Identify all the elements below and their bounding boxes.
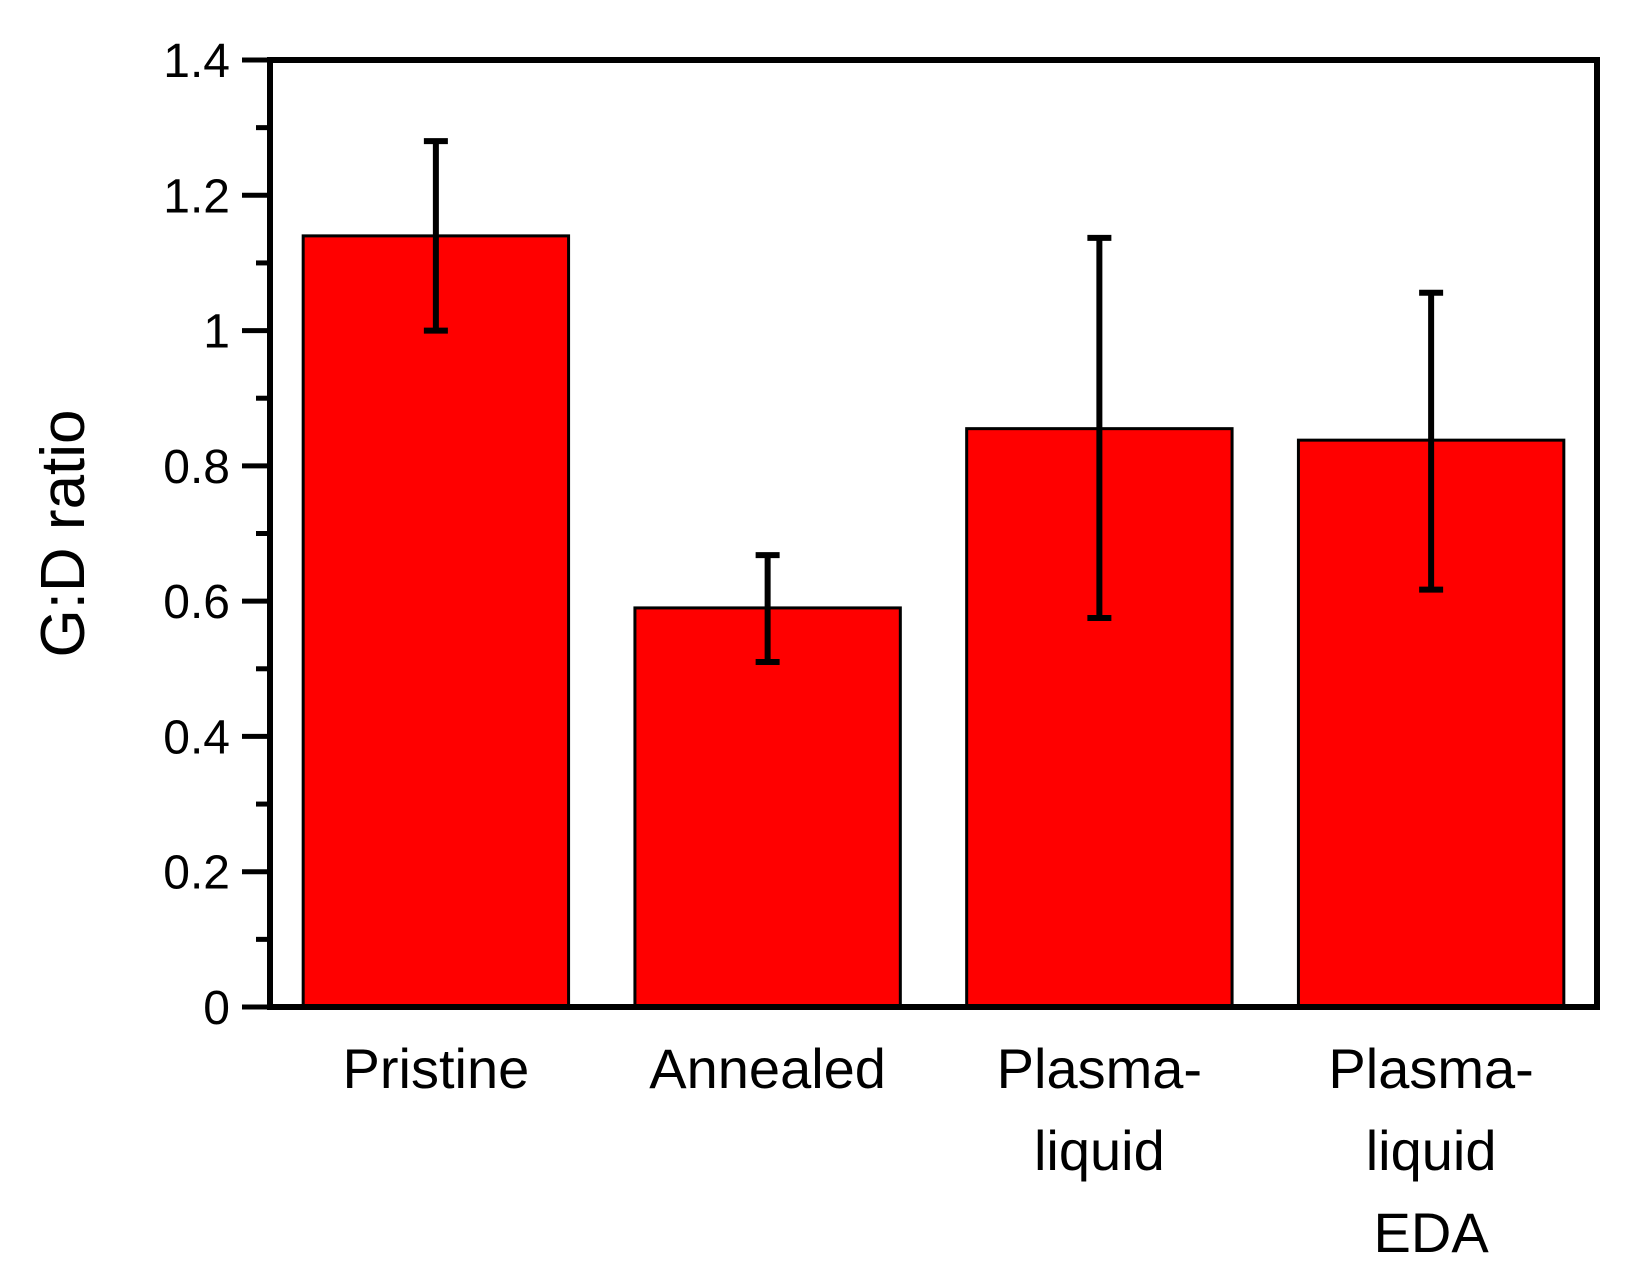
y-tick-label: 0.2 [163, 847, 230, 900]
error-bar-3 [1419, 289, 1444, 593]
x-tick-label: EDA [1374, 1201, 1490, 1264]
bars-group [301, 234, 1566, 1009]
y-ticks-group: 0 0.2 0.4 0.6 0.8 1 1.2 1.4 [163, 35, 270, 1035]
x-tick-label: Plasma- [997, 1037, 1202, 1100]
x-tick-label: liquid [1366, 1119, 1497, 1182]
error-bar-0 [423, 138, 448, 334]
x-tick-label: liquid [1034, 1119, 1165, 1182]
y-tick-label: 0.4 [163, 711, 230, 764]
x-tick-labels-group: Pristine Annealed Plasma-liquid Plasma-liqu… [343, 1037, 1534, 1264]
y-tick-label: 0 [203, 982, 230, 1035]
y-tick-label: 1.2 [163, 170, 230, 223]
y-tick-label: 0.6 [163, 576, 230, 629]
x-tick-label: Plasma- [1328, 1037, 1533, 1100]
error-bar-1 [755, 552, 780, 666]
y-tick-label: 1.4 [163, 35, 230, 88]
error-bar-2 [1087, 234, 1112, 622]
y-tick-label: 0.8 [163, 441, 230, 494]
y-tick-label: 1 [203, 306, 230, 359]
error-bars-group [423, 138, 1444, 666]
bar-0 [301, 234, 571, 1009]
y-axis-title: G:D ratio [29, 409, 98, 657]
x-tick-label: Annealed [649, 1037, 886, 1100]
bar-1 [633, 606, 902, 1009]
x-tick-label: Pristine [343, 1037, 530, 1100]
